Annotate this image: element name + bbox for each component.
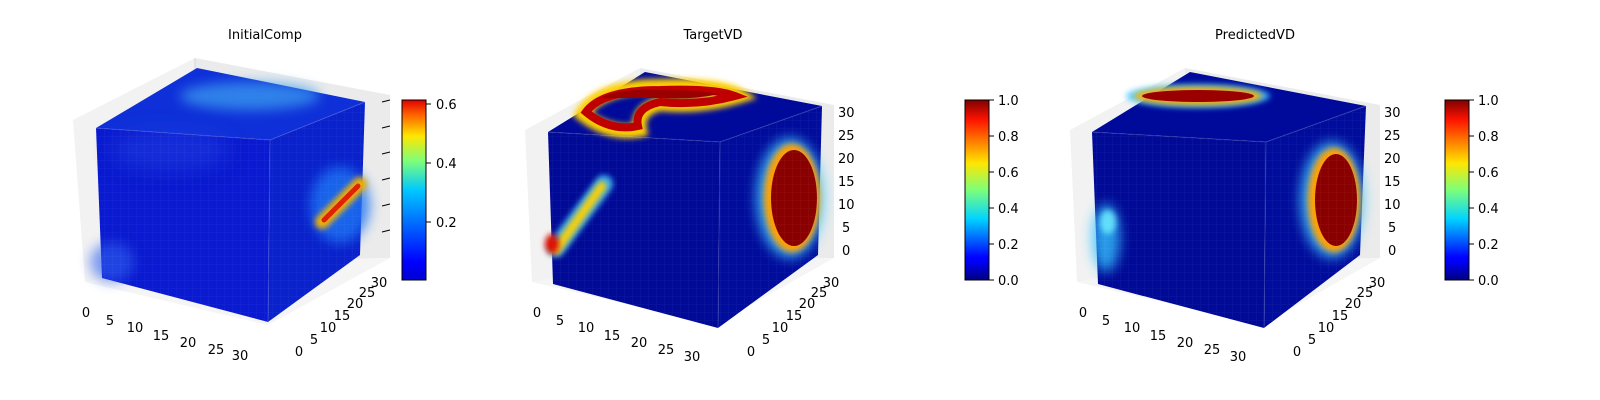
colorbar-tick-label: 0.2 (1478, 238, 1499, 253)
x-tick-label: 10 (1124, 321, 1141, 336)
x-tick-label: 25 (208, 343, 225, 358)
x-tick-label: 10 (127, 321, 144, 336)
z-tick-label: 25 (1384, 129, 1401, 144)
y-tick-label: 15 (334, 309, 351, 324)
colorbar-tick-label: 0.8 (1478, 130, 1499, 145)
y-tick-label: 25 (1357, 286, 1374, 301)
y-tick-label: 30 (371, 276, 388, 291)
z-tick-label: 15 (838, 175, 855, 190)
voxel-cube (90, 68, 370, 323)
colorbar-tick-label: 0.2 (998, 238, 1019, 253)
cube-top-face (1092, 72, 1366, 142)
y-tick-label: 15 (786, 309, 803, 324)
z-tick-label: 30 (1384, 106, 1401, 121)
z-tick-label: 5 (842, 221, 850, 236)
y-tick-label: 10 (772, 321, 789, 336)
x-tick-label: 15 (604, 329, 621, 344)
x-tick-label: 20 (1177, 336, 1194, 351)
z-tick-label: 20 (838, 152, 855, 167)
y-tick-label: 25 (811, 286, 828, 301)
x-tick-label: 15 (1150, 329, 1167, 344)
panel-title: InitialComp (228, 28, 302, 43)
x-tick-label: 30 (232, 349, 249, 364)
colorbar-tick-label: 1.0 (1478, 94, 1499, 109)
y-tick-label: 0 (747, 345, 755, 360)
colorbar-tick-label: 0.4 (436, 157, 457, 172)
y-tick-label: 25 (359, 286, 376, 301)
y-tick-label: 10 (1318, 321, 1335, 336)
colorbar-tick-label: 0.6 (998, 166, 1019, 181)
z-tick-label: 20 (1384, 152, 1401, 167)
panel-initialcomp: InitialComp (73, 28, 457, 364)
colorbar: 1.0 0.8 0.6 0.4 0.2 0.0 (964, 94, 1019, 289)
colorbar-tick-label: 0.0 (998, 274, 1019, 289)
colorbar-tick-label: 0.4 (998, 202, 1019, 217)
colorbar-tick-label: 0.4 (1478, 202, 1499, 217)
panel-predictedvd: PredictedVD (1070, 28, 1499, 365)
x-axis: 0 5 10 15 20 25 30 (82, 306, 248, 364)
x-tick-label: 25 (1204, 343, 1221, 358)
z-tick-label: 0 (842, 244, 850, 259)
colorbar-tick-label: 0.8 (998, 130, 1019, 145)
colorbar-tick-label: 0.6 (1478, 166, 1499, 181)
z-tick-label: 0 (1388, 244, 1396, 259)
top-hotspot (180, 82, 320, 110)
colorbar-tick-label: 0.6 (436, 98, 457, 113)
panel-targetvd: TargetVD (525, 28, 1019, 365)
colorbar-tick-label: 0.0 (1478, 274, 1499, 289)
colorbar: 0.6 0.4 0.2 (401, 98, 457, 281)
y-tick-label: 10 (320, 321, 337, 336)
x-tick-label: 25 (658, 343, 675, 358)
y-tick-label: 0 (1293, 345, 1301, 360)
z-axis: 0 5 10 15 20 25 30 (1384, 106, 1401, 259)
z-tick-label: 30 (838, 106, 855, 121)
x-axis: 0 5 10 15 20 25 30 (1079, 306, 1246, 365)
y-tick-label: 15 (1332, 309, 1349, 324)
x-tick-label: 30 (1230, 350, 1247, 365)
colorbar-gradient (401, 99, 427, 281)
x-tick-label: 20 (631, 336, 648, 351)
x-tick-label: 0 (82, 306, 90, 321)
y-axis: 0 5 10 15 20 25 30 (1293, 276, 1385, 360)
y-axis: 0 5 10 15 20 25 30 (295, 276, 387, 360)
z-tick-label: 10 (1384, 198, 1401, 213)
z-tick-label: 25 (838, 129, 855, 144)
x-tick-label: 15 (153, 329, 170, 344)
z-axis: 0 5 10 15 20 25 30 (838, 106, 855, 259)
x-axis: 0 5 10 15 20 25 30 (533, 306, 700, 365)
colorbar-tick-label: 0.2 (436, 216, 457, 231)
x-tick-label: 5 (1102, 314, 1110, 329)
x-tick-label: 20 (180, 336, 197, 351)
y-axis: 0 5 10 15 20 25 30 (747, 276, 839, 360)
x-tick-label: 10 (578, 321, 595, 336)
y-tick-label: 30 (1369, 276, 1386, 291)
voxel-cube (545, 72, 824, 329)
y-tick-label: 20 (799, 297, 816, 312)
y-tick-label: 5 (1308, 333, 1316, 348)
voxel-cube (1091, 72, 1367, 329)
z-tick-label: 15 (1384, 175, 1401, 190)
x-tick-label: 0 (1079, 306, 1087, 321)
colorbar-tick-label: 1.0 (998, 94, 1019, 109)
x-tick-label: 5 (106, 314, 114, 329)
panel-title: TargetVD (682, 28, 742, 43)
panel-title: PredictedVD (1215, 28, 1295, 43)
colorbar-gradient (1444, 99, 1470, 281)
x-tick-label: 30 (684, 350, 701, 365)
y-tick-label: 20 (1345, 297, 1362, 312)
y-tick-label: 0 (295, 345, 303, 360)
y-tick-label: 5 (762, 333, 770, 348)
colorbar-gradient (964, 99, 990, 281)
x-tick-label: 0 (533, 306, 541, 321)
z-tick-label: 10 (838, 198, 855, 213)
x-tick-label: 5 (556, 314, 564, 329)
z-axis (381, 99, 391, 233)
y-tick-label: 5 (310, 333, 318, 348)
y-tick-label: 20 (347, 297, 364, 312)
colorbar: 1.0 0.8 0.6 0.4 0.2 0.0 (1444, 94, 1499, 289)
y-tick-label: 30 (823, 276, 840, 291)
z-tick-label: 5 (1388, 221, 1396, 236)
